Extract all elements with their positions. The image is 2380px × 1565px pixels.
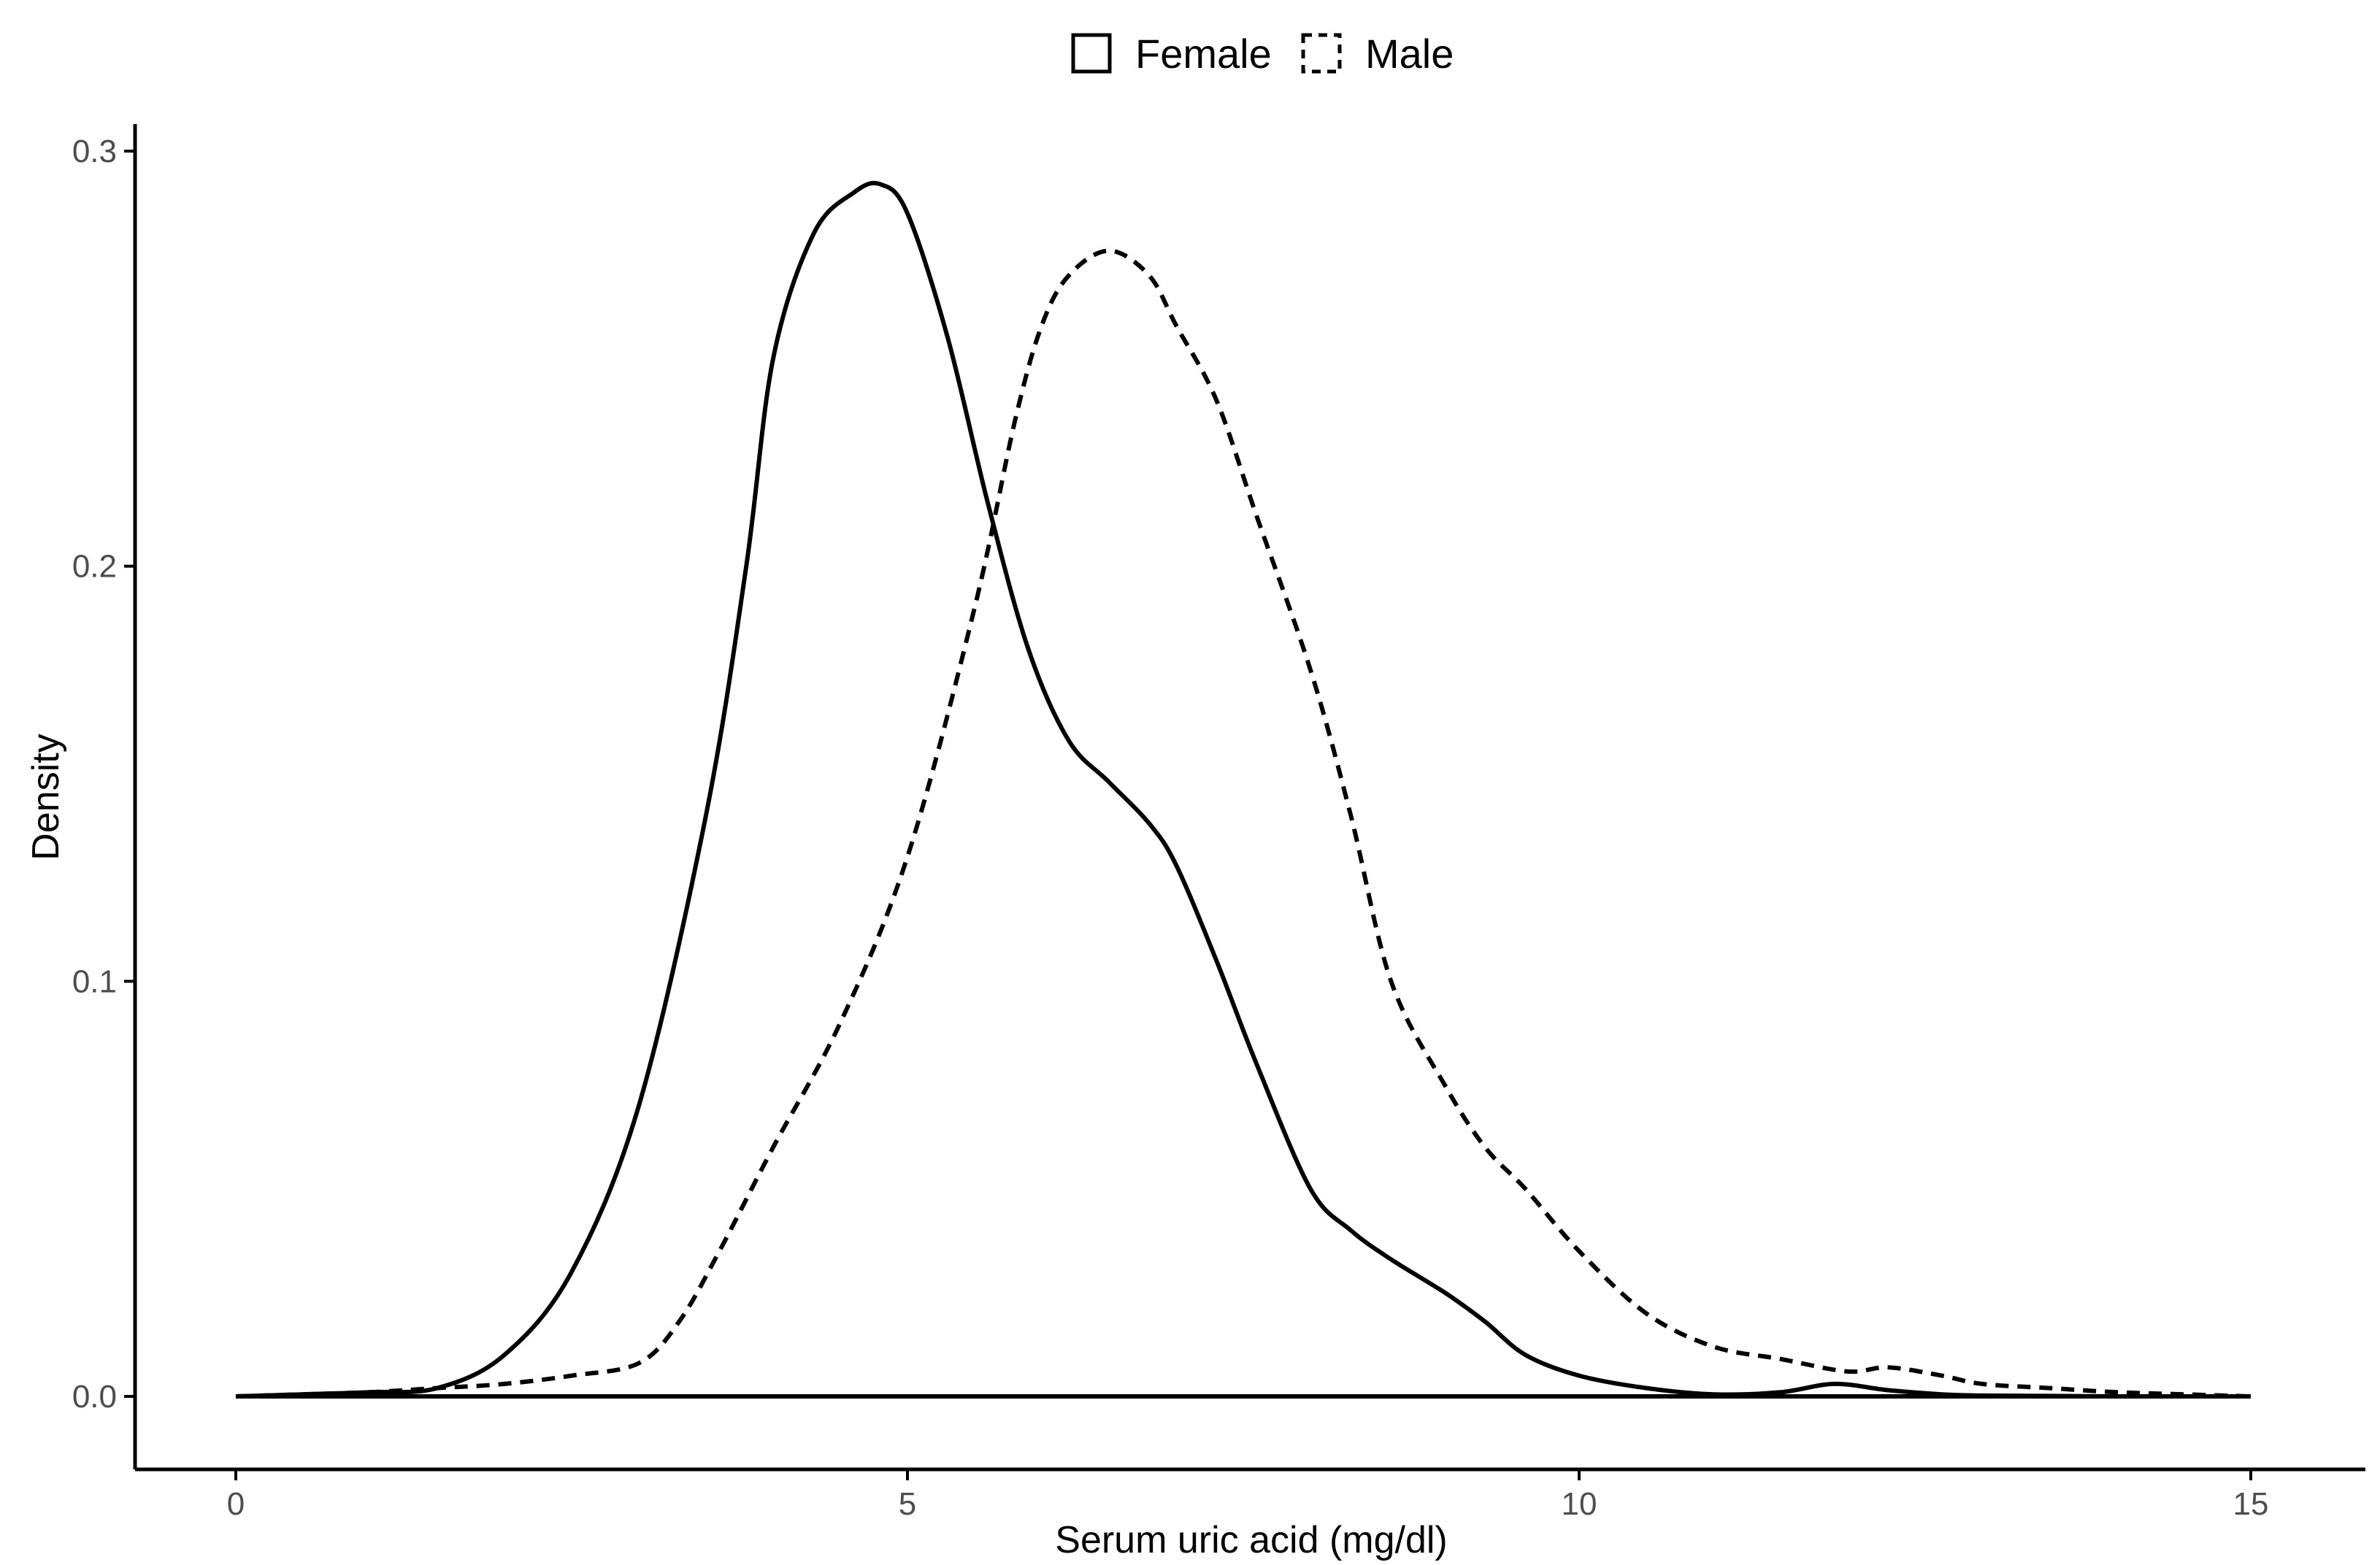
legend-key-female: [1071, 33, 1112, 74]
x-axis-title: Serum uric acid (mg/dl): [1055, 1519, 1447, 1561]
y-tick-label: 0.0: [72, 1379, 117, 1415]
x-tick-label: 5: [899, 1486, 916, 1522]
series-line-female: [235, 180, 2251, 1399]
legend: Female Male: [1071, 31, 1454, 77]
x-tick-label: 0: [227, 1486, 245, 1522]
legend-label-female: Female: [1135, 31, 1272, 77]
y-axis-title: Density: [25, 734, 67, 860]
series-line-male: [235, 248, 2252, 1399]
y-tick-label: 0.1: [72, 964, 117, 999]
x-axis-ticks: 0 5 10 15: [227, 1469, 2269, 1522]
x-tick-label: 15: [2233, 1486, 2269, 1522]
x-tick-label: 10: [1562, 1486, 1597, 1522]
series-group: [235, 180, 2252, 1399]
y-tick-label: 0.3: [72, 134, 117, 169]
legend-key-male: [1301, 33, 1342, 74]
y-tick-label: 0.2: [72, 549, 117, 585]
legend-label-male: Male: [1365, 31, 1454, 77]
y-axis-ticks: 0.0 0.1 0.2 0.3: [72, 134, 135, 1415]
